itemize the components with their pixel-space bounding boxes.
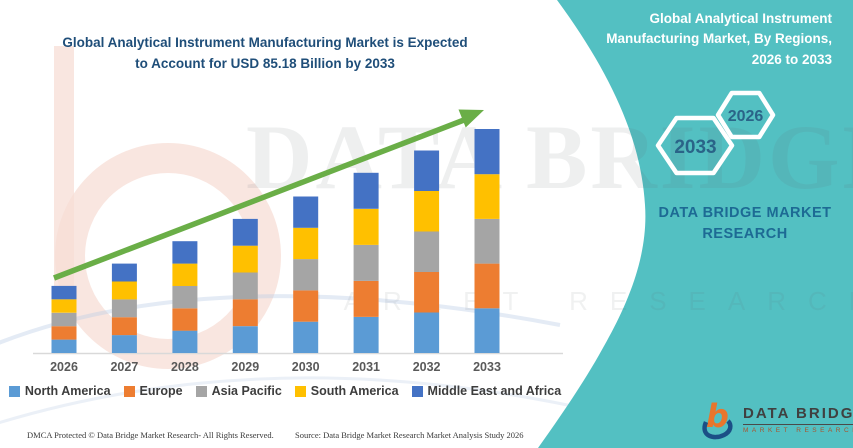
brand-wordmark-line2: RESEARCH bbox=[702, 226, 788, 243]
bar-segment-south-america-2026 bbox=[51, 299, 77, 313]
bar-segment-europe-2028 bbox=[172, 308, 198, 331]
legend-label: Europe bbox=[139, 384, 183, 398]
blue-swoosh-watermark bbox=[0, 294, 561, 345]
bar-segment-asia-pacific-2032 bbox=[414, 231, 440, 272]
legend-label: Middle East and Africa bbox=[427, 384, 562, 398]
panel-title: Global Analytical Instrument Manufacturi… bbox=[582, 9, 832, 70]
bar-segment-asia-pacific-2030 bbox=[293, 259, 319, 291]
year-hexagons: 2026 2033 bbox=[655, 90, 776, 176]
x-axis-label-2026: 2026 bbox=[50, 360, 78, 374]
panel-title-line2: Manufacturing Market, By Regions, bbox=[606, 31, 832, 47]
bar-segment-europe-2027 bbox=[111, 317, 137, 336]
bar-segment-north-america-2033 bbox=[474, 308, 500, 353]
logo-mark-icon: b bbox=[702, 398, 733, 440]
teal-panel-shape bbox=[538, 0, 853, 448]
blue-swoosh-watermark-2 bbox=[0, 376, 601, 425]
brand-wordmark: DATA BRIDGE MARKET RESEARCH bbox=[655, 203, 835, 245]
bar-segment-europe-2030 bbox=[293, 290, 319, 322]
legend-item-asia-pacific: Asia Pacific bbox=[195, 384, 282, 398]
bar-segment-asia-pacific-2028 bbox=[172, 285, 198, 309]
bar-segment-europe-2031 bbox=[353, 280, 379, 317]
bar-segment-asia-pacific-2027 bbox=[111, 299, 137, 318]
bar-segment-middle-east-and-africa-2033 bbox=[474, 129, 500, 175]
legend-swatch bbox=[411, 385, 423, 397]
chart-title: Global Analytical Instrument Manufacturi… bbox=[25, 33, 505, 75]
logo-subtitle: MARKET RESEARCH bbox=[743, 426, 853, 434]
hexagon-2026-label: 2026 bbox=[728, 108, 764, 125]
bar-segment-europe-2033 bbox=[474, 263, 500, 309]
bar-segment-middle-east-and-africa-2030 bbox=[293, 196, 319, 228]
source-note: Source: Data Bridge Market Research Mark… bbox=[295, 430, 524, 440]
panel-title-line1: Global Analytical Instrument bbox=[649, 11, 832, 26]
legend-swatch bbox=[8, 385, 20, 397]
legend-item-europe: Europe bbox=[123, 384, 183, 398]
bar-segment-middle-east-and-africa-2029 bbox=[232, 218, 258, 246]
bar-segment-south-america-2027 bbox=[111, 281, 137, 300]
hexagon-2033-label: 2033 bbox=[674, 137, 716, 158]
x-axis-label-2030: 2030 bbox=[292, 360, 320, 374]
hexagon-2026 bbox=[715, 90, 776, 140]
bar-segment-europe-2032 bbox=[414, 272, 440, 313]
trend-arrow-head bbox=[458, 109, 484, 128]
x-axis-label-2029: 2029 bbox=[231, 360, 259, 374]
bar-segment-north-america-2029 bbox=[232, 326, 258, 353]
bar-segment-asia-pacific-2033 bbox=[474, 218, 500, 264]
bar-segment-south-america-2032 bbox=[414, 191, 440, 232]
chart-legend: North America Europe Asia Pacific South Ame… bbox=[8, 384, 561, 398]
trend-arrow-line bbox=[53, 117, 465, 281]
bars-layer: 2026 2027 2028 2029 2030 2031 2032 2033 bbox=[50, 129, 501, 374]
legend-label: North America bbox=[24, 384, 111, 398]
chart-title-line1: Global Analytical Instrument Manufacturi… bbox=[62, 35, 468, 50]
bar-segment-middle-east-and-africa-2032 bbox=[414, 150, 440, 191]
logo-name: DATA BRIDGE bbox=[743, 405, 853, 425]
bar-segment-asia-pacific-2026 bbox=[51, 312, 77, 327]
legend-item-middle-east-and-africa: Middle East and Africa bbox=[411, 384, 562, 398]
x-axis-label-2033: 2033 bbox=[473, 360, 501, 374]
bar-segment-north-america-2028 bbox=[172, 330, 198, 353]
chart-title-line2: to Account for USD 85.18 Billion by 2033 bbox=[135, 55, 395, 71]
bar-segment-europe-2029 bbox=[232, 299, 258, 327]
bar-segment-south-america-2033 bbox=[474, 174, 500, 219]
bar-segment-north-america-2031 bbox=[353, 317, 379, 353]
bar-segment-south-america-2028 bbox=[172, 263, 198, 286]
bar-segment-north-america-2032 bbox=[414, 312, 440, 353]
brand-wordmark-line1: DATA BRIDGE MARKET bbox=[658, 205, 832, 221]
legend-item-south-america: South America bbox=[294, 384, 399, 398]
bar-segment-north-america-2030 bbox=[293, 321, 319, 353]
logo-text: DATA BRIDGE MARKET RESEARCH bbox=[743, 405, 853, 434]
x-axis-label-2027: 2027 bbox=[110, 360, 138, 374]
logo-blue-swoosh bbox=[702, 419, 733, 440]
bar-segment-south-america-2030 bbox=[293, 227, 319, 260]
bar-segment-europe-2026 bbox=[51, 326, 77, 340]
bar-segment-middle-east-and-africa-2028 bbox=[172, 241, 198, 264]
panel-title-line3: 2026 to 2033 bbox=[751, 51, 832, 67]
bar-segment-north-america-2027 bbox=[111, 335, 137, 353]
bar-segment-south-america-2031 bbox=[353, 208, 379, 245]
dmca-notice: DMCA Protected © Data Bridge Market Rese… bbox=[27, 430, 274, 440]
legend-swatch bbox=[123, 385, 135, 397]
bar-segment-asia-pacific-2031 bbox=[353, 244, 379, 281]
bar-segment-middle-east-and-africa-2031 bbox=[353, 172, 379, 209]
hexagon-2033 bbox=[655, 115, 735, 176]
bar-segment-middle-east-and-africa-2026 bbox=[51, 285, 77, 300]
bar-segment-middle-east-and-africa-2027 bbox=[111, 263, 137, 282]
x-axis-label-2032: 2032 bbox=[413, 360, 441, 374]
bar-segment-north-america-2026 bbox=[51, 339, 77, 353]
bar-segment-asia-pacific-2029 bbox=[232, 272, 258, 300]
data-bridge-logo: b DATA BRIDGE MARKET RESEARCH bbox=[700, 398, 853, 440]
legend-label: South America bbox=[310, 384, 399, 398]
x-axis-label-2031: 2031 bbox=[352, 360, 380, 374]
logo-b-glyph: b bbox=[706, 398, 729, 435]
x-axis-label-2028: 2028 bbox=[171, 360, 199, 374]
legend-swatch bbox=[195, 385, 207, 397]
legend-swatch bbox=[294, 385, 306, 397]
legend-item-north-america: North America bbox=[8, 384, 111, 398]
legend-label: Asia Pacific bbox=[211, 384, 282, 398]
bar-segment-south-america-2029 bbox=[232, 245, 258, 273]
